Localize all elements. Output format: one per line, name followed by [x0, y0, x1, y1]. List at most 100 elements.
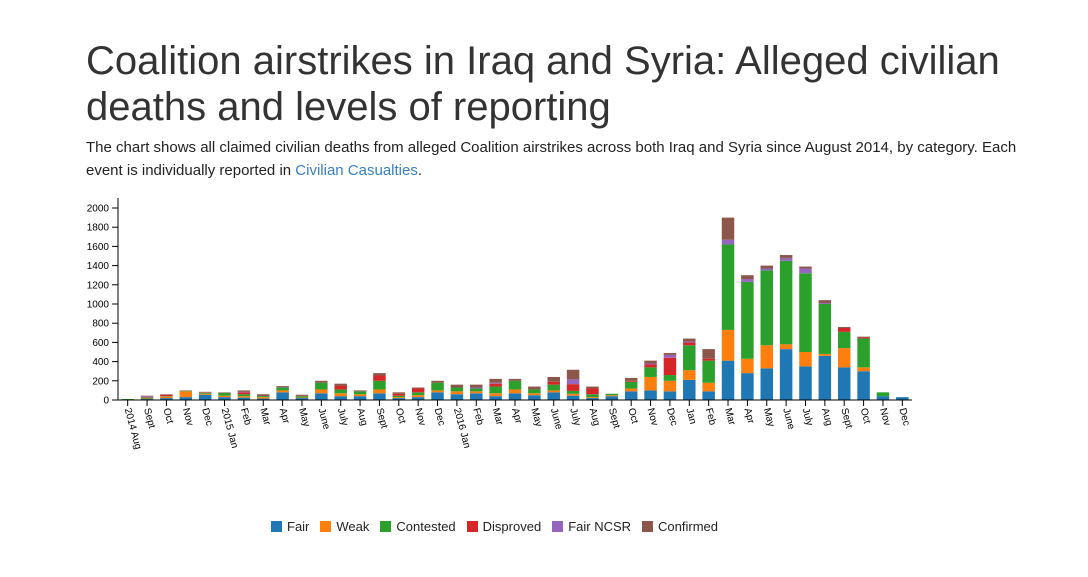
y-axis: 0 200 400 600 800 1000 1200 1400 1600 1800 2000: [87, 198, 119, 407]
bar-weak: [508, 389, 522, 394]
bar-disproved: [837, 328, 851, 332]
legend-label: Disproved: [482, 519, 542, 534]
bar-disproved: [392, 393, 406, 396]
bar-contested: [876, 392, 890, 397]
bar-confirmed: [450, 384, 464, 388]
bar-contested: [683, 345, 696, 371]
bar-confirmed: [760, 265, 774, 269]
bar-fair: [605, 396, 619, 400]
bar-contested: [528, 389, 541, 394]
bar-confirmed: [276, 386, 289, 388]
legend-item: Fair: [271, 519, 309, 534]
bar-fair: [508, 393, 522, 400]
bar-weak: [256, 397, 270, 399]
bar-fair: [896, 397, 909, 400]
x-tick-label: Oct: [858, 407, 873, 425]
page-title: Coalition airstrikes in Iraq and Syria: …: [86, 39, 1000, 129]
bar-weak: [411, 395, 425, 398]
bar-disproved: [857, 337, 870, 339]
bar-contested: [624, 381, 638, 389]
x-tick-label: Feb: [238, 407, 253, 427]
y-tick-label: 2000: [87, 204, 110, 215]
bar-weak: [566, 393, 580, 396]
bar-fair: [315, 393, 328, 400]
bars: [121, 217, 909, 400]
bar-fair-ncsr: [741, 279, 754, 282]
bar-contested: [140, 397, 154, 399]
bar-fair: [721, 360, 735, 400]
x-tick-label: Nov: [645, 407, 660, 427]
bar-contested: [198, 392, 212, 394]
bar-weak: [663, 380, 677, 392]
bar-confirmed: [353, 390, 367, 392]
y-tick-label: 400: [92, 357, 109, 368]
x-tick-label: Feb: [703, 407, 718, 427]
description-text: The chart shows all claimed civilian dea…: [86, 139, 1017, 179]
bar-confirmed: [237, 390, 251, 392]
bar-fair: [198, 394, 212, 400]
bar-fair-ncsr: [818, 303, 832, 304]
bar-contested: [837, 331, 851, 349]
bar-fair: [547, 392, 560, 400]
bar-fair: [857, 371, 870, 400]
bar-disproved: [702, 358, 715, 361]
bar-confirmed: [721, 217, 735, 240]
bar-confirmed: [644, 360, 657, 364]
bar-fair: [470, 393, 483, 400]
legend-item: Fair NCSR: [552, 519, 631, 534]
bar-confirmed: [411, 387, 425, 389]
x-tick-label: Oct: [393, 407, 408, 425]
x-tick-label: June: [315, 407, 331, 431]
legend-item: Contested: [380, 519, 456, 534]
x-tick-label: July: [567, 407, 582, 427]
y-tick-label: 1000: [87, 300, 110, 311]
y-tick-label: 1600: [87, 242, 110, 253]
bar-contested: [702, 360, 715, 383]
x-tick-label: Jan: [683, 407, 698, 425]
bar-contested: [818, 304, 832, 354]
bar-fair: [237, 397, 251, 400]
bar-fair: [760, 368, 774, 400]
legend-item: Disproved: [466, 519, 542, 534]
bar-contested: [218, 392, 231, 396]
bar-disproved: [160, 394, 173, 397]
bar-disproved: [663, 357, 677, 376]
bar-contested: [353, 391, 367, 395]
bar-disproved: [624, 380, 638, 382]
bar-fair: [392, 398, 406, 400]
y-tick-label: 1200: [87, 280, 110, 291]
civilian-casualties-link[interactable]: Civilian Casualties: [295, 162, 418, 179]
legend-label: Fair: [287, 519, 310, 534]
bar-weak: [644, 376, 657, 391]
bar-confirmed: [528, 386, 541, 390]
bar-weak: [799, 352, 812, 367]
legend-item: Confirmed: [642, 519, 718, 534]
legend-label: Weak: [336, 519, 370, 534]
bar-disproved: [566, 384, 580, 391]
x-tick-label: Nov: [412, 407, 427, 427]
bar-weak: [334, 393, 347, 397]
bar-fair: [450, 394, 464, 400]
bar-weak: [547, 390, 560, 393]
bar-confirmed: [392, 392, 406, 394]
x-tick-label: Sept: [838, 407, 854, 430]
description-end: .: [417, 162, 423, 179]
y-tick-label: 800: [92, 319, 109, 330]
bar-confirmed: [295, 394, 309, 396]
bar-fair-ncsr: [663, 354, 677, 358]
x-tick-label: Mar: [490, 407, 505, 427]
bar-weak: [276, 390, 289, 393]
bar-contested: [470, 388, 483, 392]
x-tick-label: 2014 Aug: [122, 407, 144, 451]
bar-confirmed: [489, 378, 502, 383]
bar-contested: [392, 395, 406, 398]
bar-weak: [373, 389, 386, 394]
bar-fair: [179, 397, 193, 400]
bar-contested: [295, 396, 309, 398]
bar-confirmed: [470, 384, 483, 388]
bar-weak: [683, 370, 696, 380]
x-tick-label: Aug: [819, 407, 834, 427]
bar-confirmed: [741, 275, 754, 280]
bar-confirmed: [857, 336, 870, 338]
bar-contested: [586, 394, 599, 398]
